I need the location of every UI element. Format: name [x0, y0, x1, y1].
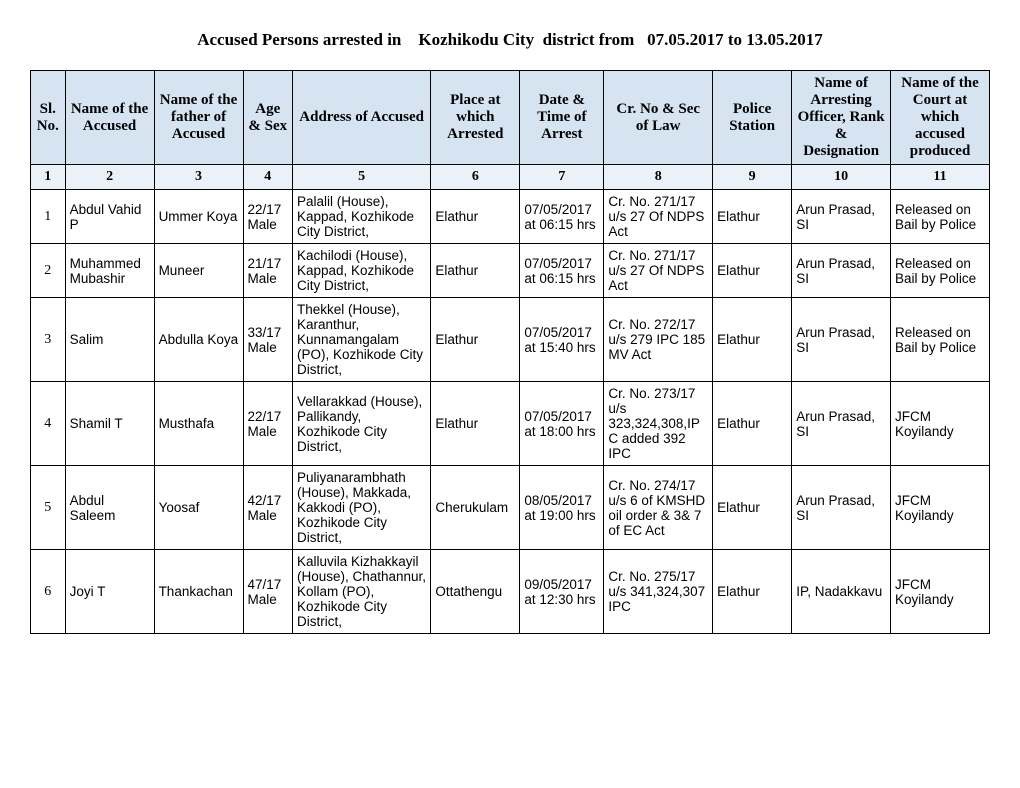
cell-station: Elathur [713, 190, 792, 244]
cell-place: Elathur [431, 298, 520, 382]
table-body: 1Abdul Vahid PUmmer Koya22/17 MalePalali… [31, 190, 990, 634]
cell-crno: Cr. No. 275/17 u/s 341,324,307 IPC [604, 550, 713, 634]
cell-address: Palalil (House), Kappad, Kozhikode City … [292, 190, 430, 244]
cell-officer: Arun Prasad, SI [792, 466, 891, 550]
cell-station: Elathur [713, 382, 792, 466]
arrest-table: Sl. No. Name of the Accused Name of the … [30, 70, 990, 634]
col-address: Address of Accused [292, 71, 430, 165]
cell-court: Released on Bail by Police [891, 244, 990, 298]
col-age: Age & Sex [243, 71, 292, 165]
cell-age: 33/17 Male [243, 298, 292, 382]
num-8: 8 [604, 165, 713, 190]
cell-court: JFCM Koyilandy [891, 466, 990, 550]
cell-place: Elathur [431, 382, 520, 466]
cell-officer: Arun Prasad, SI [792, 190, 891, 244]
cell-age: 22/17 Male [243, 382, 292, 466]
cell-address: Thekkel (House), Karanthur, Kunnamangala… [292, 298, 430, 382]
cell-crno: Cr. No. 271/17 u/s 27 Of NDPS Act [604, 190, 713, 244]
cell-officer: Arun Prasad, SI [792, 382, 891, 466]
cell-name: Abdul Saleem [65, 466, 154, 550]
cell-age: 42/17 Male [243, 466, 292, 550]
cell-sl: 5 [31, 466, 66, 550]
table-row: 5Abdul SaleemYoosaf42/17 MalePuliyanaram… [31, 466, 990, 550]
cell-datetime: 09/05/2017 at 12:30 hrs [520, 550, 604, 634]
cell-court: JFCM Koyilandy [891, 382, 990, 466]
cell-sl: 1 [31, 190, 66, 244]
num-11: 11 [891, 165, 990, 190]
col-date: Date & Time of Arrest [520, 71, 604, 165]
cell-crno: Cr. No. 271/17 u/s 27 Of NDPS Act [604, 244, 713, 298]
cell-name: Joyi T [65, 550, 154, 634]
cell-address: Kalluvila Kizhakkayil (House), Chathannu… [292, 550, 430, 634]
cell-address: Vellarakkad (House), Pallikandy, Kozhiko… [292, 382, 430, 466]
table-row: 4Shamil TMusthafa22/17 MaleVellarakkad (… [31, 382, 990, 466]
cell-place: Ottathengu [431, 550, 520, 634]
header-row: Sl. No. Name of the Accused Name of the … [31, 71, 990, 165]
num-5: 5 [292, 165, 430, 190]
cell-place: Elathur [431, 244, 520, 298]
table-row: 6Joyi TThankachan47/17 MaleKalluvila Kiz… [31, 550, 990, 634]
table-row: 3SalimAbdulla Koya33/17 MaleThekkel (Hou… [31, 298, 990, 382]
cell-station: Elathur [713, 466, 792, 550]
cell-place: Cherukulam [431, 466, 520, 550]
num-7: 7 [520, 165, 604, 190]
cell-court: JFCM Koyilandy [891, 550, 990, 634]
cell-age: 22/17 Male [243, 190, 292, 244]
cell-court: Released on Bail by Police [891, 298, 990, 382]
cell-datetime: 07/05/2017 at 18:00 hrs [520, 382, 604, 466]
num-2: 2 [65, 165, 154, 190]
col-name: Name of the Accused [65, 71, 154, 165]
num-1: 1 [31, 165, 66, 190]
page-title: Accused Persons arrested in Kozhikodu Ci… [30, 30, 990, 50]
col-court: Name of the Court at which accused produ… [891, 71, 990, 165]
num-6: 6 [431, 165, 520, 190]
cell-address: Kachilodi (House), Kappad, Kozhikode Cit… [292, 244, 430, 298]
cell-name: Abdul Vahid P [65, 190, 154, 244]
cell-station: Elathur [713, 550, 792, 634]
col-sl: Sl. No. [31, 71, 66, 165]
col-father: Name of the father of Accused [154, 71, 243, 165]
cell-age: 21/17 Male [243, 244, 292, 298]
cell-father: Muneer [154, 244, 243, 298]
cell-court: Released on Bail by Police [891, 190, 990, 244]
cell-datetime: 07/05/2017 at 15:40 hrs [520, 298, 604, 382]
cell-sl: 4 [31, 382, 66, 466]
cell-station: Elathur [713, 244, 792, 298]
table-row: 2Muhammed MubashirMuneer21/17 MaleKachil… [31, 244, 990, 298]
cell-place: Elathur [431, 190, 520, 244]
cell-crno: Cr. No. 272/17 u/s 279 IPC 185 MV Act [604, 298, 713, 382]
col-crno: Cr. No & Sec of Law [604, 71, 713, 165]
cell-officer: Arun Prasad, SI [792, 298, 891, 382]
col-station: Police Station [713, 71, 792, 165]
cell-age: 47/17 Male [243, 550, 292, 634]
col-officer: Name of Arresting Officer, Rank & Design… [792, 71, 891, 165]
cell-name: Shamil T [65, 382, 154, 466]
cell-datetime: 08/05/2017 at 19:00 hrs [520, 466, 604, 550]
num-9: 9 [713, 165, 792, 190]
table-row: 1Abdul Vahid PUmmer Koya22/17 MalePalali… [31, 190, 990, 244]
cell-sl: 2 [31, 244, 66, 298]
cell-name: Salim [65, 298, 154, 382]
cell-father: Musthafa [154, 382, 243, 466]
cell-crno: Cr. No. 274/17 u/s 6 of KMSHD oil order … [604, 466, 713, 550]
cell-sl: 3 [31, 298, 66, 382]
cell-datetime: 07/05/2017 at 06:15 hrs [520, 190, 604, 244]
cell-sl: 6 [31, 550, 66, 634]
cell-father: Thankachan [154, 550, 243, 634]
cell-station: Elathur [713, 298, 792, 382]
cell-address: Puliyanarambhath (House), Makkada, Kakko… [292, 466, 430, 550]
cell-name: Muhammed Mubashir [65, 244, 154, 298]
col-place: Place at which Arrested [431, 71, 520, 165]
number-row: 1 2 3 4 5 6 7 8 9 10 11 [31, 165, 990, 190]
cell-crno: Cr. No. 273/17 u/s 323,324,308,IPC added… [604, 382, 713, 466]
num-10: 10 [792, 165, 891, 190]
cell-datetime: 07/05/2017 at 06:15 hrs [520, 244, 604, 298]
cell-father: Ummer Koya [154, 190, 243, 244]
cell-officer: Arun Prasad, SI [792, 244, 891, 298]
cell-father: Abdulla Koya [154, 298, 243, 382]
num-4: 4 [243, 165, 292, 190]
num-3: 3 [154, 165, 243, 190]
cell-father: Yoosaf [154, 466, 243, 550]
cell-officer: IP, Nadakkavu [792, 550, 891, 634]
